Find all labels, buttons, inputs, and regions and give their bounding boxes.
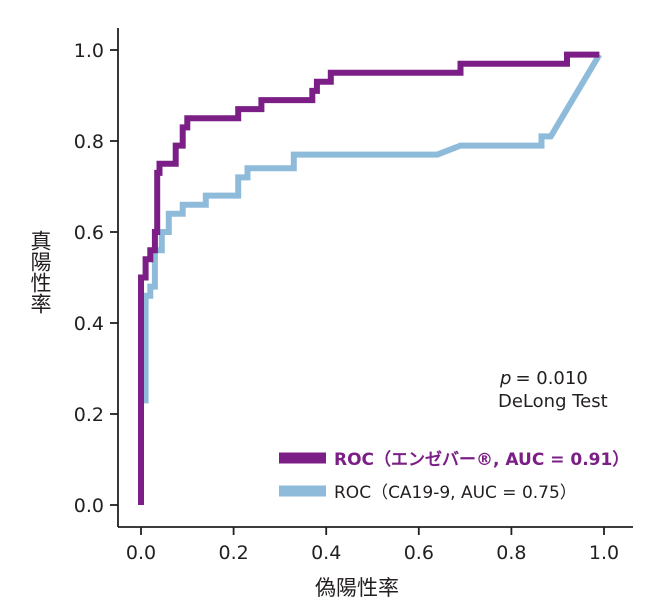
x-axis-title: 偽陽性率 xyxy=(315,576,399,600)
x-tick-label: 0.6 xyxy=(404,542,434,564)
y-tick-label: 0.6 xyxy=(74,222,104,244)
p-value-text: p = 0.010 xyxy=(499,368,588,389)
y-axis-title: 真陽性率 xyxy=(28,230,52,314)
x-tick-label: 0.0 xyxy=(126,542,156,564)
series-layer xyxy=(138,51,602,505)
x-tick-label: 1.0 xyxy=(589,542,619,564)
legend-label-envever: ROC（エンゼバー®, AUC = 0.91） xyxy=(334,449,629,470)
y-tick-label: 1.0 xyxy=(74,40,104,62)
p-value: = 0.010 xyxy=(515,368,587,389)
y-tick-label: 0.4 xyxy=(74,313,104,335)
y-tick-label: 0.8 xyxy=(74,131,104,153)
x-axis-ticks: 0.0 0.2 0.4 0.6 0.8 1.0 xyxy=(126,527,619,564)
x-tick-label: 0.4 xyxy=(311,542,341,564)
x-tick-label: 0.2 xyxy=(218,542,248,564)
roc-line-ca19-9 xyxy=(138,53,602,505)
stats-annotation: p = 0.010 DeLong Test xyxy=(498,368,608,412)
roc-line-envever xyxy=(138,51,600,505)
legend: ROC（エンゼバー®, AUC = 0.91） ROC（CA19-9, AUC … xyxy=(279,449,629,503)
x-tick-label: 0.8 xyxy=(496,542,526,564)
y-axis-ticks: 0.0 0.2 0.4 0.6 0.8 1.0 xyxy=(74,40,118,517)
legend-label-ca19-9: ROC（CA19-9, AUC = 0.75） xyxy=(334,483,577,503)
p-symbol: p xyxy=(499,368,511,389)
test-name: DeLong Test xyxy=(498,391,608,412)
y-tick-label: 0.0 xyxy=(74,495,104,517)
axes xyxy=(117,28,633,528)
y-tick-label: 0.2 xyxy=(74,404,104,426)
